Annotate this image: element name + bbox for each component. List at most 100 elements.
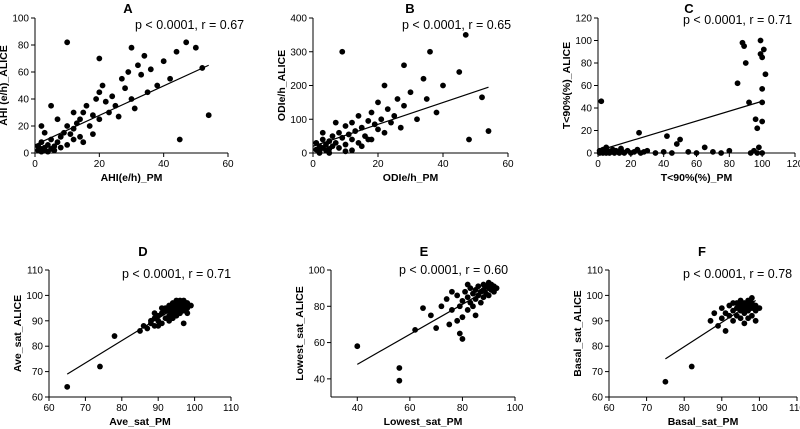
data-point xyxy=(144,89,151,96)
data-point xyxy=(188,302,194,309)
panel-a: 0 20 40 60 0 20 40 60 80 100 Ap < 0.0001, r = 0.67… xyxy=(0,1,244,184)
data-point xyxy=(485,292,492,299)
panel-f: 60 70 80 90 100 110 60 70 80 90 100 110 Fp < 0.0001,… xyxy=(572,244,800,428)
y-tick-label: 60 xyxy=(581,81,593,92)
data-point xyxy=(734,80,741,87)
y-tick-label: 100 xyxy=(26,291,43,302)
data-point xyxy=(96,89,103,96)
x-tick-label: 100 xyxy=(507,403,524,414)
y-tick-label: 0 xyxy=(586,149,592,160)
data-point xyxy=(440,82,446,89)
x-tick-label: 100 xyxy=(186,403,203,414)
panel-letter: E xyxy=(420,244,429,259)
data-point xyxy=(446,321,453,328)
x-tick-label: 40 xyxy=(352,403,364,414)
y-tick-label: 200 xyxy=(290,81,307,92)
data-point xyxy=(345,131,352,138)
data-point xyxy=(199,65,206,71)
y-tick-label: 0 xyxy=(301,149,307,160)
data-point xyxy=(70,136,77,143)
data-point xyxy=(673,141,680,147)
x-tick-label: 0 xyxy=(595,159,601,170)
y-tick-label: 60 xyxy=(18,68,30,79)
data-point xyxy=(115,113,122,120)
regression-line xyxy=(597,100,763,152)
data-point xyxy=(131,105,138,112)
data-point xyxy=(368,109,375,116)
data-point xyxy=(726,312,733,319)
data-point xyxy=(54,139,61,146)
data-point xyxy=(456,69,463,75)
data-point xyxy=(97,363,103,370)
data-point xyxy=(365,136,372,143)
x-tick-label: 0 xyxy=(310,159,316,170)
data-point xyxy=(759,85,766,92)
data-point xyxy=(342,141,349,148)
data-point xyxy=(80,109,87,116)
x-tick-label: 80 xyxy=(457,403,469,414)
data-point xyxy=(125,69,132,75)
data-point xyxy=(433,109,440,116)
data-point xyxy=(718,305,725,311)
data-point xyxy=(112,102,119,109)
data-point xyxy=(636,129,642,136)
data-point xyxy=(381,82,388,89)
data-point xyxy=(316,150,323,156)
panel-letter: B xyxy=(405,1,414,16)
y-tick-label: 40 xyxy=(581,104,593,115)
data-point xyxy=(707,317,714,324)
data-point xyxy=(51,143,58,150)
data-point xyxy=(332,139,339,146)
data-point xyxy=(456,330,463,337)
data-point xyxy=(433,325,440,331)
data-point xyxy=(722,328,729,334)
data-point xyxy=(158,305,165,311)
x-tick-label: 20 xyxy=(372,159,384,170)
data-point xyxy=(102,98,109,105)
x-axis-label: T<90%(%)_PM xyxy=(661,172,733,184)
y-tick-label: 80 xyxy=(581,59,593,70)
x-tick-label: 70 xyxy=(641,403,653,414)
x-axis-label: Basal_sat_PM xyxy=(668,416,739,428)
data-point xyxy=(173,297,180,304)
data-point xyxy=(746,99,752,106)
data-point xyxy=(685,148,692,155)
data-point xyxy=(205,112,212,119)
data-point xyxy=(462,31,469,38)
data-point xyxy=(493,285,500,292)
data-point xyxy=(180,320,187,327)
data-point xyxy=(752,116,759,123)
data-point xyxy=(412,326,419,333)
x-tick-label: 40 xyxy=(437,159,449,170)
panel-letter: C xyxy=(684,1,694,16)
data-point xyxy=(319,129,326,136)
data-point xyxy=(598,98,605,105)
data-point xyxy=(169,315,176,322)
data-point xyxy=(466,136,472,143)
x-tick-label: 90 xyxy=(153,403,165,414)
data-point xyxy=(155,322,162,329)
data-point xyxy=(715,322,721,329)
data-point xyxy=(355,112,362,119)
data-point xyxy=(443,296,450,302)
data-point xyxy=(61,129,67,136)
x-tick-label: 110 xyxy=(223,403,239,414)
data-point xyxy=(454,317,461,324)
data-point xyxy=(449,288,455,295)
data-point xyxy=(454,292,461,299)
data-point xyxy=(90,112,96,119)
data-point xyxy=(48,102,54,109)
data-point xyxy=(470,303,476,310)
x-tick-label: 60 xyxy=(691,159,703,170)
y-tick-label: 110 xyxy=(587,266,603,277)
data-point xyxy=(141,52,148,59)
data-point xyxy=(135,62,141,69)
y-axis-label: AHI (e/h)_ALICE xyxy=(0,45,10,126)
y-axis-label: Lowest_sat_ALICE xyxy=(294,286,306,381)
x-tick-label: 80 xyxy=(724,159,736,170)
data-point xyxy=(477,299,484,306)
data-point xyxy=(154,82,161,89)
data-point xyxy=(644,147,651,154)
x-tick-label: 70 xyxy=(80,403,92,414)
data-point xyxy=(668,150,675,156)
